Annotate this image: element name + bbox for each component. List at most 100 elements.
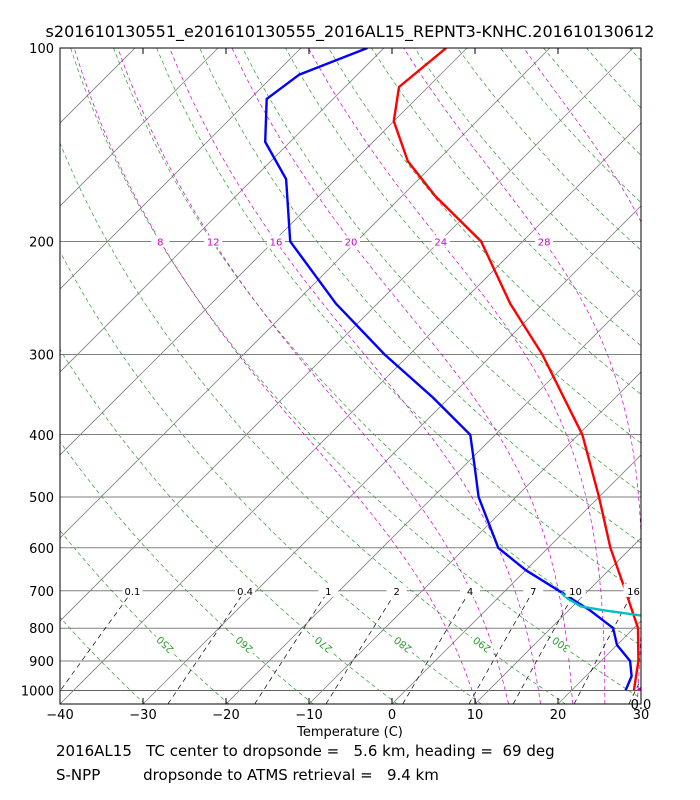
mixing-ratio-label: 4: [467, 587, 473, 598]
y-tick-label: 700: [29, 585, 54, 600]
isotherm-line: [60, 48, 136, 124]
y-tick-label: 600: [29, 542, 54, 557]
mixing-ratio-line: [325, 586, 400, 704]
moist-adiabat-label-bg: [204, 235, 223, 248]
isotherm-line: [60, 48, 634, 622]
dry-adiabat-line: [414, 48, 641, 299]
x-tick-label: −40: [46, 708, 73, 723]
moist-adiabat-line: [669, 48, 700, 704]
isotherm-line: [60, 48, 551, 539]
isotherm-line: [60, 48, 219, 207]
moist-adiabat-label: 16: [270, 237, 283, 248]
dry-adiabat-line: [60, 142, 566, 704]
dry-adiabat-label-bg: [310, 632, 337, 658]
mixing-ratio-line: [512, 586, 579, 704]
mixing-ratio-label-bg: [318, 583, 339, 597]
isotherm-line: [0, 48, 52, 704]
profile-series-4: [637, 686, 641, 692]
isotherm-line: [474, 537, 641, 704]
mixing-ratio-label: 0.4: [237, 587, 253, 598]
x-tick-label: 20: [550, 708, 567, 723]
x-tick-label: 0: [388, 708, 396, 723]
mixing-ratio-label-bg: [523, 583, 544, 597]
moist-adiabat-line: [231, 48, 573, 704]
dry-adiabat-line: [60, 441, 314, 704]
y-tick-label: 500: [29, 491, 54, 506]
moist-adiabat-label: 8: [157, 237, 163, 248]
dry-adiabat-line: [60, 702, 61, 704]
moist-adiabat-line: [73, 48, 477, 704]
x-tick-label: −30: [129, 708, 156, 723]
mixing-ratio-line: [573, 586, 636, 704]
dry-adiabat-line: [60, 529, 230, 704]
moist-adiabat-label: 20: [345, 237, 358, 248]
x-tick-label: −20: [212, 708, 239, 723]
dry-adiabat-label-bg: [231, 632, 257, 658]
moist-adiabat-line: [169, 48, 541, 704]
dry-adiabat-line: [60, 348, 398, 704]
y-tick-label: 100: [29, 42, 54, 57]
profile-series-2: [264, 48, 633, 691]
dry-adiabat-line: [60, 616, 146, 704]
isotherm-line: [225, 288, 641, 704]
moist-adiabat-line: [403, 48, 641, 704]
dry-adiabat-line: [586, 48, 641, 109]
moist-adiabat-label: 28: [538, 237, 551, 248]
moist-adiabat-label-bg: [431, 235, 450, 248]
dry-adiabat-label-bg: [468, 632, 495, 657]
dry-adiabat-label-bg: [547, 633, 575, 657]
mixing-ratio-label-bg: [386, 583, 407, 597]
mixing-ratio-label: 7: [530, 587, 536, 598]
y-tick-label: 800: [29, 622, 54, 637]
mixing-ratio-label: 10: [569, 587, 582, 598]
moist-adiabat-label: 12: [207, 237, 220, 248]
moist-adiabat-line: [523, 48, 641, 223]
dry-adiabat-label-bg: [389, 632, 416, 658]
corner-label: 0.0: [631, 698, 652, 713]
moist-adiabat-label-bg: [641, 235, 659, 247]
dry-adiabat-line: [285, 48, 641, 444]
mixing-ratio-label-bg: [460, 583, 481, 597]
moist-adiabat-line: [117, 48, 509, 704]
isotherm-line: [391, 454, 641, 704]
isotherm-line: [640, 703, 641, 704]
isotherm-line: [60, 48, 302, 290]
mixing-ratio-line: [402, 586, 473, 704]
isotherm-line: [60, 122, 641, 704]
mixing-ratio-label-bg: [122, 583, 143, 597]
y-tick-label: 200: [29, 235, 54, 250]
caption-line-2: S-NPP dropsonde to ATMS retrieval = 9.4 …: [56, 766, 439, 784]
dry-adiabat-line: [60, 250, 482, 704]
mixing-ratio-label-bg: [565, 583, 586, 597]
y-tick-label: 1000: [21, 684, 54, 699]
isotherm-line: [60, 48, 385, 373]
moist-adiabat-label: 24: [434, 237, 447, 248]
y-tick-label: 900: [29, 655, 54, 670]
moist-adiabat-label-bg: [341, 235, 360, 248]
y-tick-label: 400: [29, 429, 54, 444]
isotherm-line: [308, 371, 641, 704]
dry-adiabat-line: [242, 48, 641, 494]
dry-adiabat-line: [113, 48, 641, 647]
mixing-ratio-label-bg: [623, 583, 641, 597]
dry-adiabat-label-bg: [151, 632, 178, 658]
dry-adiabat-line: [500, 48, 641, 204]
mixing-ratio-line: [468, 586, 536, 704]
mixing-ratio-label: 1: [325, 587, 331, 598]
moist-adiabat-label-bg: [535, 235, 554, 248]
y-tick-label: 300: [29, 348, 54, 363]
mixing-ratio-line: [628, 678, 641, 704]
mixing-ratio-line: [60, 586, 136, 692]
dry-adiabat-line: [629, 48, 641, 62]
dry-adiabat-line: [70, 48, 641, 699]
mixing-ratio-label-bg: [235, 583, 256, 597]
mixing-ratio-line: [254, 586, 332, 704]
caption-line-1: 2016AL15 TC center to dropsonde = 5.6 km…: [56, 742, 555, 760]
mixing-ratio-line: [167, 586, 249, 704]
isotherm-line: [142, 205, 641, 704]
x-axis-label: Temperature (C): [296, 725, 403, 740]
mixing-ratio-label: 2: [393, 587, 399, 598]
x-tick-label: −10: [295, 708, 322, 723]
dry-adiabat-line: [328, 48, 641, 395]
